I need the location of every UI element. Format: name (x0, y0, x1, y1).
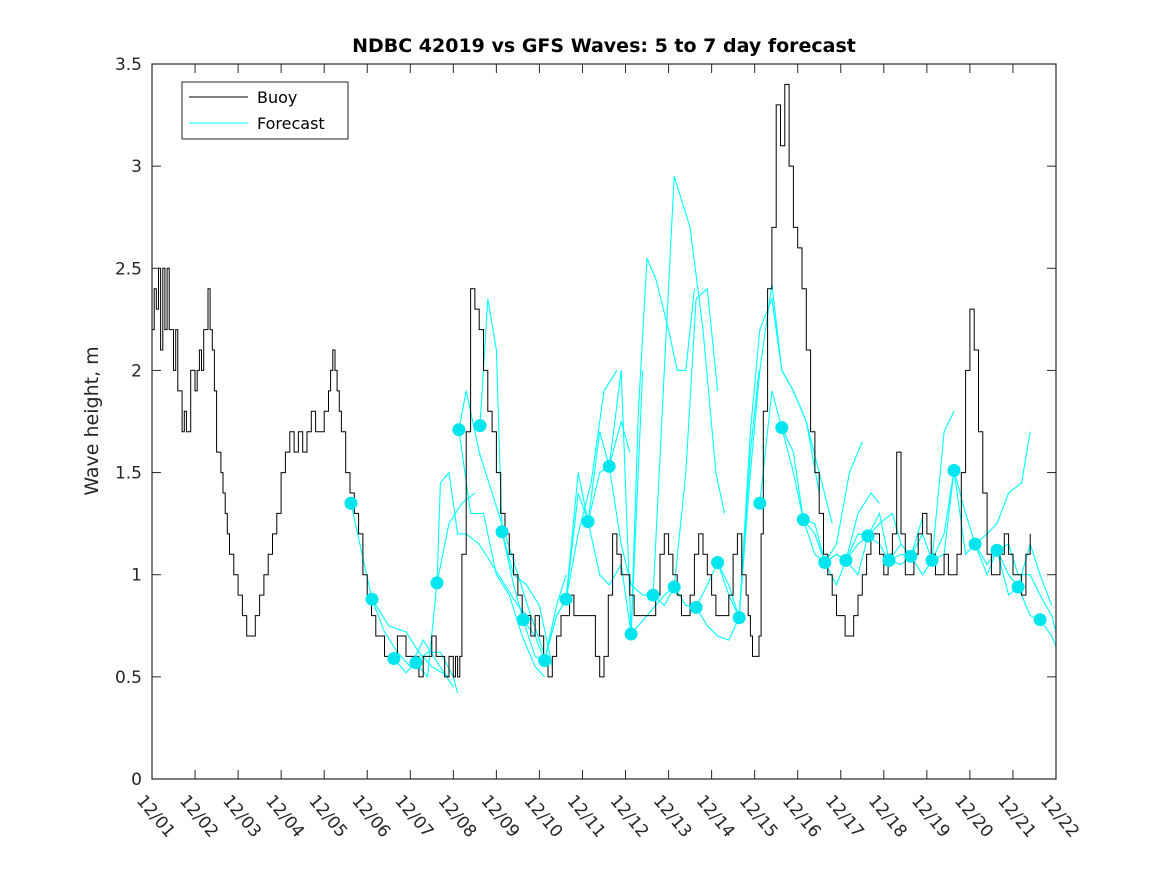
forecast-line-22 (824, 517, 924, 587)
y-axis-ticks: 0 0.5 1 1.5 2 2.5 3 3.5 (115, 55, 1056, 790)
forecast-marker (711, 556, 725, 569)
x-tick-label: 12/09 (477, 791, 524, 841)
y-tick-label: 2.5 (115, 259, 142, 279)
y-tick-label: 0 (131, 770, 142, 790)
y-tick-label: 3.5 (115, 55, 142, 75)
forecast-marker (732, 611, 746, 625)
forecast-line-14 (630, 287, 719, 635)
y-tick-label: 1.5 (115, 464, 142, 484)
x-tick-label: 12/02 (175, 791, 222, 841)
forecast-marker (968, 537, 982, 551)
y-axis-label: Wave height, m (81, 346, 103, 495)
x-tick-label: 12/04 (261, 791, 308, 841)
forecast-marker (925, 553, 939, 567)
x-tick-label: 12/06 (347, 791, 394, 841)
forecast-line-5 (458, 390, 545, 653)
x-tick-label: 12/01 (132, 791, 179, 841)
x-tick-label: 12/03 (218, 791, 265, 841)
legend-label-forecast: Forecast (257, 114, 325, 133)
forecast-marker (775, 421, 789, 435)
x-tick-label: 12/08 (434, 791, 481, 841)
forecast-line-25 (931, 470, 1053, 606)
forecast-marker (796, 513, 810, 527)
x-tick-label: 12/17 (821, 791, 868, 841)
forecast-marker (839, 553, 853, 567)
forecast-marker (1033, 613, 1047, 627)
y-tick-label: 0.5 (115, 668, 142, 688)
forecast-marker (344, 496, 358, 510)
forecast-line-1 (371, 599, 454, 688)
forecast-line-23 (845, 411, 955, 576)
x-tick-label: 12/16 (778, 791, 825, 841)
chart-title: NDBC 42019 vs GFS Waves: 5 to 7 day fore… (352, 35, 856, 57)
forecast-marker (452, 423, 466, 437)
forecast-marker (882, 553, 896, 567)
x-tick-label: 12/19 (907, 791, 954, 841)
series-layer (152, 83, 1057, 694)
forecast-marker (689, 600, 703, 614)
forecast-marker (818, 556, 832, 569)
forecast-line-7 (479, 298, 553, 667)
forecast-marker (581, 515, 595, 529)
forecast-marker (430, 576, 444, 590)
legend-label-buoy: Buoy (257, 88, 297, 107)
forecast-line-6 (458, 429, 546, 678)
x-tick-label: 12/21 (993, 791, 1040, 841)
x-tick-label: 12/12 (606, 791, 653, 841)
y-tick-label: 2 (131, 361, 142, 381)
axes-box (151, 63, 1057, 780)
buoy-line (152, 83, 1031, 678)
x-tick-label: 12/22 (1036, 791, 1083, 841)
axes-layer (151, 63, 1057, 780)
x-tick-label: 12/10 (520, 791, 567, 841)
legend: Buoy Forecast (181, 81, 349, 140)
forecast-marker (602, 459, 616, 473)
forecast-marker (753, 496, 767, 510)
forecast-marker (516, 613, 530, 627)
forecast-marker (990, 543, 1004, 557)
forecast-line-12 (587, 257, 695, 635)
forecast-marker (538, 654, 552, 667)
x-tick-label: 12/07 (390, 791, 437, 841)
x-tick-label: 12/11 (563, 791, 610, 841)
x-tick-label: 12/18 (864, 791, 911, 841)
x-tick-label: 12/05 (304, 791, 351, 841)
forecast-line-13 (608, 176, 726, 596)
x-tick-label: 12/13 (649, 791, 696, 841)
y-tick-label: 1 (131, 566, 142, 586)
forecast-line-3 (415, 492, 476, 679)
forecast-marker (667, 580, 681, 594)
forecast-marker (387, 652, 401, 665)
forecast-marker (365, 592, 379, 606)
forecast-marker (624, 627, 638, 641)
x-tick-label: 12/20 (950, 791, 997, 841)
forecast-line-4 (436, 471, 532, 621)
x-tick-label: 12/15 (735, 791, 782, 841)
forecast-marker (861, 529, 875, 543)
forecast-marker (495, 525, 509, 539)
forecast-marker (646, 588, 660, 602)
forecast-marker (559, 592, 573, 606)
x-tick-label: 12/14 (692, 791, 739, 841)
forecast-marker (904, 549, 918, 563)
legend-box (181, 81, 349, 140)
forecast-marker (947, 464, 961, 477)
forecast-marker (473, 419, 487, 433)
y-tick-label: 3 (131, 157, 142, 177)
forecast-marker (409, 656, 423, 670)
forecast-marker (1011, 580, 1025, 594)
